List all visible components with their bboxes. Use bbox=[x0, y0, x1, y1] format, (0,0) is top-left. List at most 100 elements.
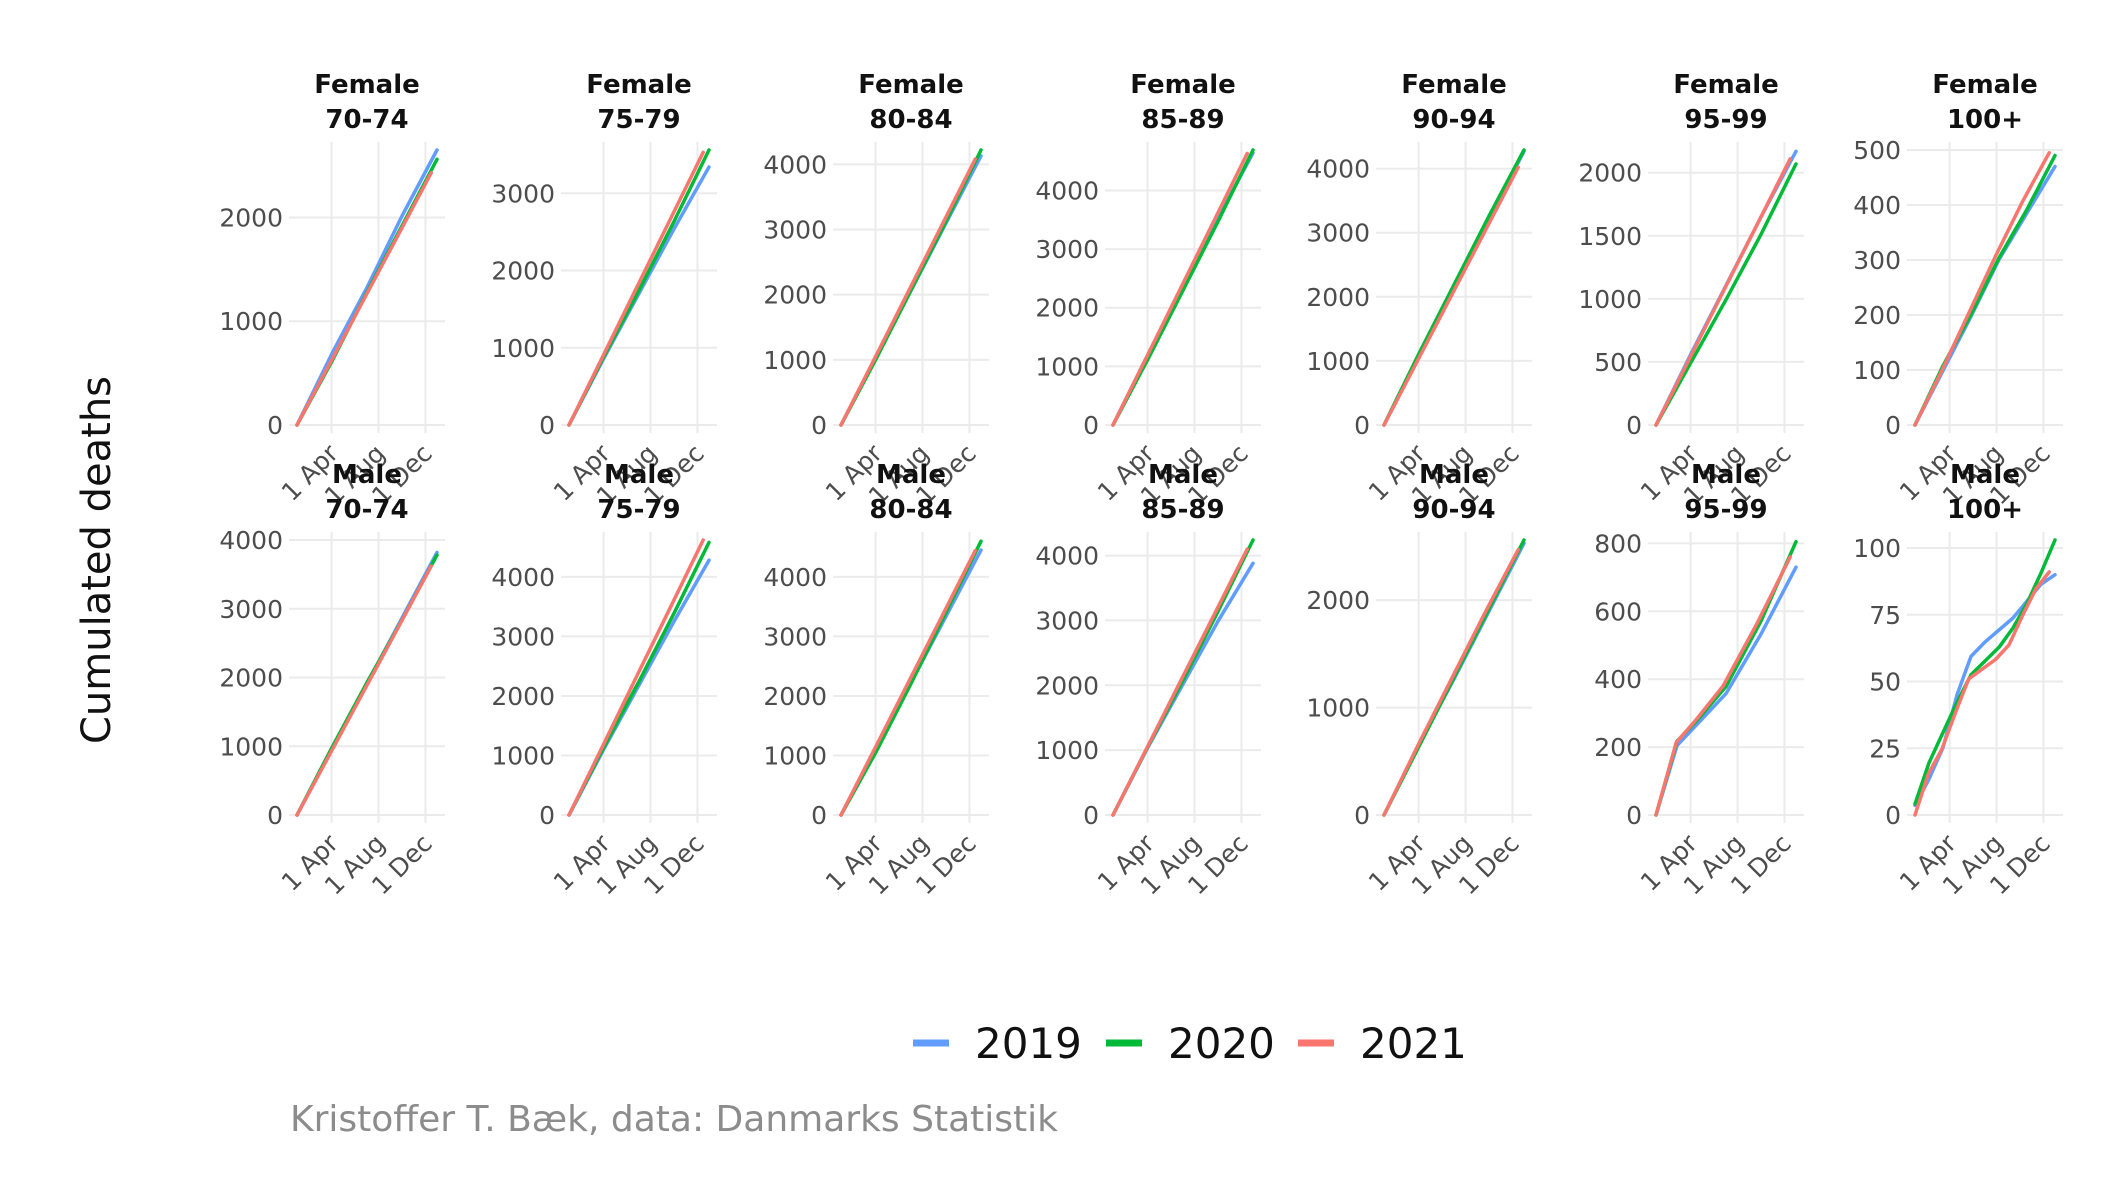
series-line-2021 bbox=[1382, 165, 1520, 427]
y-tick-label: 0 bbox=[1083, 411, 1099, 440]
y-tick-label: 1000 bbox=[763, 346, 827, 375]
panel-sex-label: Female bbox=[858, 70, 964, 100]
y-tick-label: 0 bbox=[1354, 411, 1370, 440]
y-tick-label: 1000 bbox=[219, 732, 283, 761]
y-tick-label: 0 bbox=[1885, 801, 1901, 830]
y-tick-label: 100 bbox=[1853, 534, 1901, 563]
series-line-2021 bbox=[839, 548, 977, 817]
y-tick-label: 400 bbox=[1594, 665, 1642, 694]
y-tick-label: 200 bbox=[1853, 301, 1901, 330]
series-line-2021 bbox=[295, 564, 433, 817]
panel-sex-label: Female bbox=[314, 70, 420, 100]
y-tick-label: 4000 bbox=[491, 563, 555, 592]
y-tick-label: 4000 bbox=[219, 526, 283, 555]
panel-sex-label: Female bbox=[1932, 70, 2038, 100]
panel-age-label: 70-74 bbox=[325, 495, 408, 525]
y-tick-label: 4000 bbox=[1306, 155, 1370, 184]
y-tick-label: 4000 bbox=[1035, 542, 1099, 571]
y-tick-label: 300 bbox=[1853, 246, 1901, 275]
y-tick-label: 2000 bbox=[219, 203, 283, 232]
y-tick-label: 4000 bbox=[1035, 176, 1099, 205]
y-tick-label: 1000 bbox=[1035, 736, 1099, 765]
series-line-2021 bbox=[1111, 151, 1249, 427]
series-line-2021 bbox=[1654, 555, 1792, 817]
panel-age-label: 90-94 bbox=[1412, 495, 1495, 525]
y-tick-label: 1000 bbox=[219, 307, 283, 336]
y-tick-label: 200 bbox=[1594, 733, 1642, 762]
series-line-2021 bbox=[295, 171, 433, 427]
panel-sex-label: Male bbox=[1950, 460, 2020, 490]
y-tick-label: 3000 bbox=[491, 179, 555, 208]
legend-label-2019: 2019 bbox=[975, 1019, 1082, 1068]
y-tick-label: 1000 bbox=[491, 334, 555, 363]
y-tick-label: 4000 bbox=[763, 563, 827, 592]
y-tick-label: 75 bbox=[1869, 601, 1901, 630]
series-line-2019 bbox=[1654, 565, 1798, 817]
y-tick-label: 2000 bbox=[1306, 586, 1370, 615]
y-tick-label: 0 bbox=[811, 411, 827, 440]
y-axis-title: Cumulated deaths bbox=[74, 376, 120, 744]
panel-sex-label: Male bbox=[1691, 460, 1761, 490]
y-tick-label: 800 bbox=[1594, 529, 1642, 558]
y-tick-label: 3000 bbox=[1306, 219, 1370, 248]
y-tick-label: 2000 bbox=[1035, 294, 1099, 323]
y-tick-label: 0 bbox=[1885, 411, 1901, 440]
y-tick-label: 0 bbox=[1083, 801, 1099, 830]
y-tick-label: 25 bbox=[1869, 734, 1901, 763]
y-tick-label: 0 bbox=[539, 411, 555, 440]
panel-sex-label: Female bbox=[586, 70, 692, 100]
y-tick-label: 1500 bbox=[1578, 222, 1642, 251]
y-tick-label: 1000 bbox=[1306, 694, 1370, 723]
y-tick-label: 2000 bbox=[1578, 159, 1642, 188]
y-tick-label: 3000 bbox=[763, 622, 827, 651]
y-tick-label: 3000 bbox=[1035, 606, 1099, 635]
y-tick-label: 0 bbox=[267, 411, 283, 440]
y-tick-label: 50 bbox=[1869, 668, 1901, 697]
caption: Kristoffer T. Bæk, data: Danmarks Statis… bbox=[290, 1099, 1058, 1140]
panel-sex-label: Male bbox=[604, 460, 674, 490]
y-tick-label: 4000 bbox=[763, 150, 827, 179]
series-line-2019 bbox=[1913, 572, 2057, 808]
y-tick-label: 2000 bbox=[219, 664, 283, 693]
panel-sex-label: Male bbox=[876, 460, 946, 490]
y-tick-label: 2000 bbox=[1035, 671, 1099, 700]
y-tick-label: 0 bbox=[267, 801, 283, 830]
series-line-2021 bbox=[567, 150, 705, 427]
y-tick-label: 600 bbox=[1594, 597, 1642, 626]
series-line-2021 bbox=[1654, 157, 1792, 427]
y-tick-label: 2000 bbox=[1306, 283, 1370, 312]
panel-age-label: 90-94 bbox=[1412, 105, 1495, 135]
series-line-2021 bbox=[1111, 547, 1249, 817]
panel-sex-label: Male bbox=[1419, 460, 1489, 490]
panel-age-label: 95-99 bbox=[1684, 105, 1767, 135]
y-tick-label: 3000 bbox=[491, 622, 555, 651]
y-tick-label: 2000 bbox=[763, 682, 827, 711]
panel-age-label: 100+ bbox=[1947, 105, 2023, 135]
panel-age-label: 75-79 bbox=[597, 105, 680, 135]
y-tick-label: 100 bbox=[1853, 356, 1901, 385]
panel-sex-label: Male bbox=[1148, 460, 1218, 490]
y-tick-label: 400 bbox=[1853, 191, 1901, 220]
legend: 2019 2020 2021 bbox=[913, 1019, 1467, 1068]
legend-label-2020: 2020 bbox=[1168, 1019, 1275, 1068]
y-tick-label: 0 bbox=[811, 801, 827, 830]
panel-age-label: 80-84 bbox=[869, 495, 952, 525]
y-tick-label: 1000 bbox=[491, 741, 555, 770]
panel-age-label: 80-84 bbox=[869, 105, 952, 135]
y-tick-label: 2000 bbox=[491, 257, 555, 286]
y-tick-label: 0 bbox=[539, 801, 555, 830]
series-line-2021 bbox=[839, 157, 977, 427]
